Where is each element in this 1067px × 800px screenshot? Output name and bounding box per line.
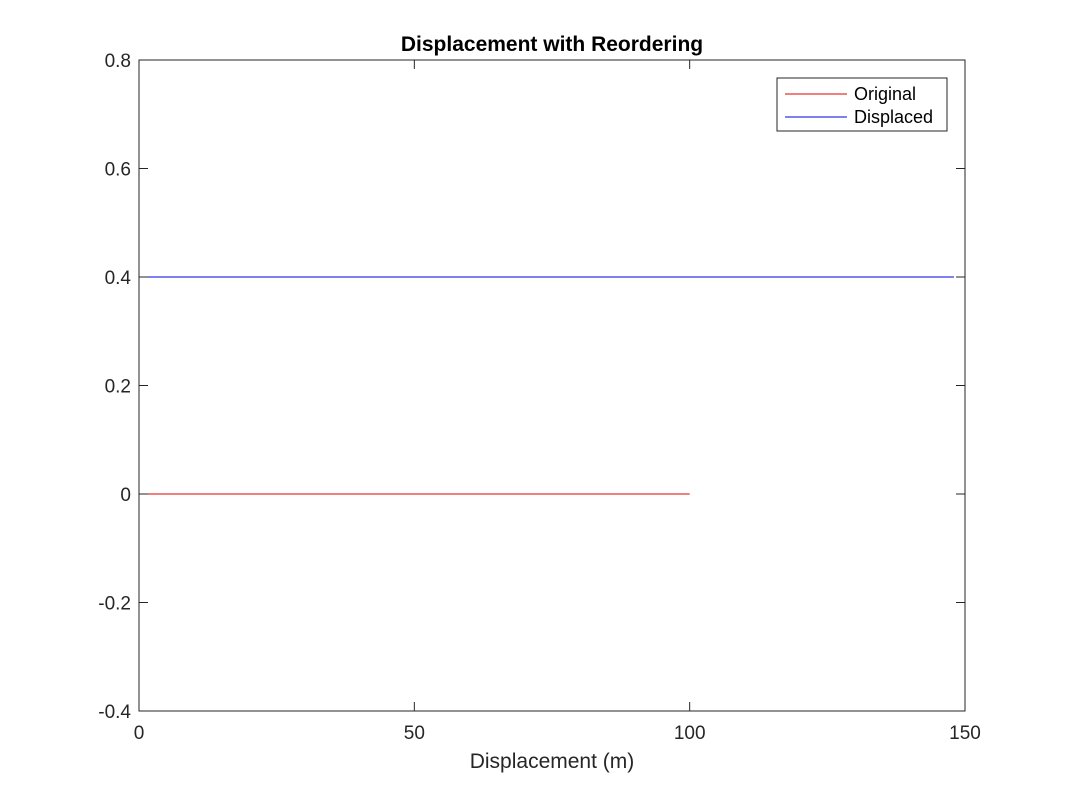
y-tick-label: 0.2	[105, 377, 131, 398]
legend-label-original: Original	[854, 84, 916, 104]
plot-background	[139, 60, 965, 711]
plot-area: 0 50 100 150 -0.4 -0.2 0 0.2 0.4 0.6 0.8	[98, 51, 981, 744]
legend: Original Displaced	[776, 77, 948, 132]
y-tick-label: 0.4	[105, 268, 132, 289]
x-tick-label: 50	[404, 723, 425, 744]
y-tick-label: 0.6	[105, 160, 131, 181]
legend-box	[776, 77, 948, 132]
axes-box	[138, 59, 966, 712]
y-tick-label: -0.2	[98, 594, 131, 615]
x-tick-label: 0	[134, 723, 145, 744]
chart-title: Displacement with Reordering	[401, 33, 703, 56]
y-tick-label: 0.8	[105, 51, 131, 72]
x-axis-title: Displacement (m)	[470, 750, 635, 773]
y-tick-label: 0	[120, 485, 131, 506]
legend-label-displaced: Displaced	[854, 107, 933, 127]
x-tick-label: 100	[674, 723, 706, 744]
x-tick-label: 150	[949, 723, 981, 744]
y-tick-label: -0.4	[98, 702, 131, 723]
